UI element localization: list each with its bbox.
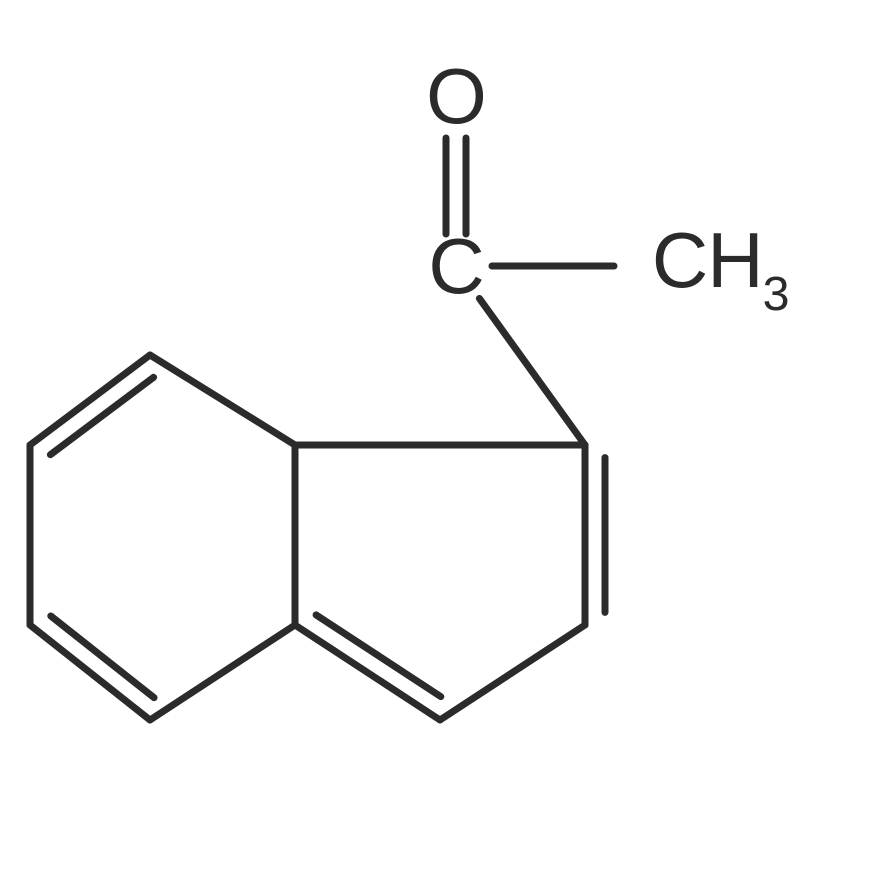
carbonyl-carbon-label: C: [428, 227, 483, 305]
methyl-group-label: CH3: [652, 221, 789, 312]
oxygen-atom-label: O: [426, 57, 486, 135]
chemical-structure-canvas: O C CH3: [0, 0, 890, 890]
